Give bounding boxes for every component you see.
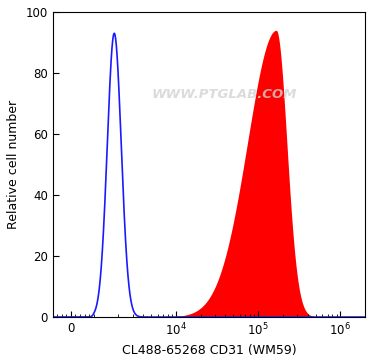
X-axis label: CL488-65268 CD31 (WM59): CL488-65268 CD31 (WM59): [122, 344, 296, 357]
Text: WWW.PTGLAB.COM: WWW.PTGLAB.COM: [152, 88, 297, 101]
Y-axis label: Relative cell number: Relative cell number: [7, 100, 20, 229]
